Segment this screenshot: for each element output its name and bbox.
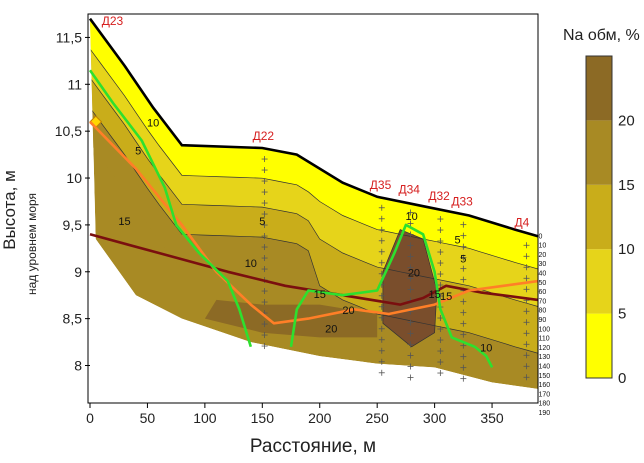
well-label: Д35 <box>370 178 392 192</box>
y-tick-label: 9,5 <box>63 217 83 233</box>
series-lines <box>88 69 539 368</box>
y-axis-label: Высота, м <box>0 170 19 250</box>
x-tick-label: 50 <box>140 410 156 426</box>
y-tick-label: 8,5 <box>63 311 83 327</box>
colorbar-swatch <box>586 120 612 185</box>
depth-label: 130 <box>539 354 551 361</box>
colorbar: 0 5 10 15 20 <box>585 55 635 387</box>
contour-value-label: 20 <box>342 305 354 317</box>
depth-label: 50 <box>539 280 547 287</box>
y-axis-sublabel: над уровнем моря <box>25 193 39 295</box>
depth-label: 40 <box>539 270 547 277</box>
well-label: Д22 <box>253 129 275 143</box>
depth-labels: 0 10 20 30 40 50 60 70 80 90 100 110 120 130 140 150 160… <box>539 233 551 417</box>
x-tick-label: 250 <box>365 410 389 426</box>
y-tick-label: 11 <box>67 76 82 92</box>
depth-label: 90 <box>539 317 547 324</box>
depth-label: 0 <box>539 233 543 240</box>
contour-labels: 5 10 15 5 10 15 20 20 10 15 20 15 5 10 5 <box>118 117 492 354</box>
depth-label: 100 <box>539 326 551 333</box>
series-line <box>88 69 253 348</box>
band-fill <box>90 107 538 389</box>
contour-value-label: 20 <box>408 267 420 279</box>
x-tick-label: 100 <box>193 410 217 426</box>
depth-label: 170 <box>539 391 551 398</box>
depth-label: 190 <box>539 410 551 417</box>
x-tick-label: 200 <box>308 410 332 426</box>
y-tick-label: 10,5 <box>55 123 82 139</box>
contour-value-label: 15 <box>314 289 326 301</box>
x-axis-label: Расстояние, м <box>250 436 376 457</box>
series-line <box>89 120 539 325</box>
colorbar-frame <box>585 55 613 379</box>
y-tick-label: 10 <box>66 170 82 186</box>
colorbar-tick-label: 15 <box>618 177 635 194</box>
well-label: Д33 <box>451 195 473 209</box>
colorbar-tick-label: 5 <box>618 306 626 323</box>
contour-line <box>90 107 538 354</box>
depth-label: 20 <box>539 252 547 259</box>
ground-surface-line <box>88 17 539 238</box>
depth-label: 30 <box>539 261 547 268</box>
contour-value-label: 5 <box>455 235 461 247</box>
contour-value-label: 10 <box>480 342 492 354</box>
depth-label: 140 <box>539 363 551 370</box>
well-label: Д32 <box>428 189 450 203</box>
plot-frame <box>87 13 539 404</box>
well-label: Д4 <box>515 215 530 229</box>
depth-label: 10 <box>539 243 547 250</box>
series-line <box>289 223 494 368</box>
x-tick-label: 0 <box>86 410 94 426</box>
well-label: Д23 <box>102 14 124 28</box>
depth-label: 160 <box>539 382 551 389</box>
contour-value-label: 15 <box>118 216 130 228</box>
contour-value-label: 10 <box>245 258 257 270</box>
y-tick-label: 11,5 <box>56 29 82 45</box>
colorbar-swatch <box>586 56 612 121</box>
contour-value-label: 10 <box>147 117 159 129</box>
colorbar-tick-label: 20 <box>618 112 635 129</box>
colorbar-title: Na обм, % <box>563 27 640 44</box>
depth-label: 150 <box>539 373 551 380</box>
band-fill <box>204 299 378 338</box>
colorbar-swatch <box>586 249 612 314</box>
depth-label: 70 <box>539 298 547 305</box>
contour-value-label: 5 <box>135 146 141 158</box>
depth-label: 120 <box>539 345 551 352</box>
y-tick-label: 9 <box>74 264 82 280</box>
x-tick-label: 300 <box>423 410 447 426</box>
x-axis: 0 50 100 150 200 250 300 350 <box>86 403 504 426</box>
contour-value-label: 20 <box>325 324 337 336</box>
contour-value-label: 15 <box>440 291 452 303</box>
series-line <box>89 233 539 306</box>
y-tick-label: 8 <box>74 358 82 374</box>
colorbar-swatch <box>586 184 612 250</box>
x-tick-label: 150 <box>251 410 275 426</box>
well-markers <box>89 115 530 382</box>
colorbar-tick-label: 0 <box>618 370 626 387</box>
depth-label: 80 <box>539 308 547 315</box>
contour-value-label: 5 <box>259 216 265 228</box>
contour-line <box>90 77 538 307</box>
colorbar-swatch <box>586 313 612 378</box>
depth-label: 60 <box>539 289 547 296</box>
x-tick-label: 350 <box>480 410 504 426</box>
contour-value-label: 5 <box>460 253 466 265</box>
colorbar-tick-label: 10 <box>618 241 635 258</box>
contour-value-label: 10 <box>406 211 418 223</box>
y-axis: 8 8,5 9 9,5 10 10,5 11 11,5 <box>55 29 90 374</box>
contour-value-label: 15 <box>428 289 440 301</box>
well-label: Д34 <box>398 182 420 196</box>
depth-label: 110 <box>539 336 550 343</box>
well-labels: Д23 Д22 Д35 Д34 Д32 Д33 Д4 <box>102 14 530 229</box>
depth-label: 180 <box>539 401 551 408</box>
